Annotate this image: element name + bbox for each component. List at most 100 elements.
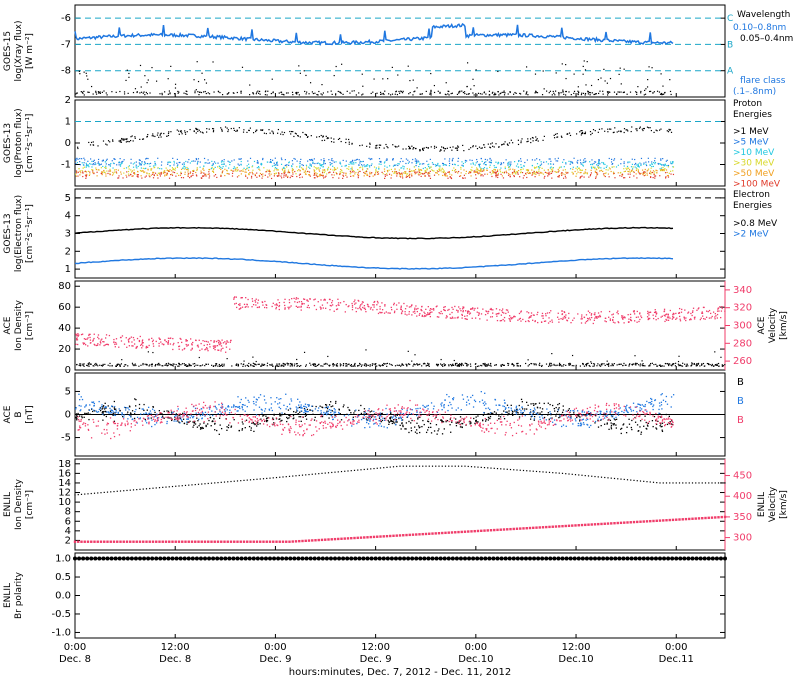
ace-density-point xyxy=(309,362,311,364)
ace-velocity-point xyxy=(130,336,133,338)
xray-short-point xyxy=(450,92,452,95)
ace-density-point xyxy=(140,364,142,366)
proton-point xyxy=(361,161,363,163)
ace-b-point xyxy=(88,418,90,421)
ace-density-point xyxy=(120,363,123,365)
ace-velocity-point xyxy=(520,320,522,322)
xray-short-point xyxy=(297,91,299,94)
proton-point xyxy=(167,134,170,137)
proton-point xyxy=(125,167,128,169)
proton-point xyxy=(97,162,99,164)
ace-density-point xyxy=(328,364,330,366)
ace-velocity-point xyxy=(89,342,92,344)
ace-velocity-point xyxy=(325,307,327,309)
proton-point xyxy=(527,169,530,171)
xray-short-point xyxy=(140,86,142,88)
proton-point xyxy=(470,147,472,149)
proton-point xyxy=(277,128,280,131)
xray-short-point xyxy=(330,90,332,92)
proton-point xyxy=(485,164,487,166)
proton-point xyxy=(181,133,183,135)
proton-point xyxy=(192,174,194,177)
proton-point xyxy=(328,159,330,161)
ace-velocity-point xyxy=(639,312,641,314)
ace-density-point xyxy=(359,362,361,365)
proton-point xyxy=(540,172,542,174)
proton-point xyxy=(113,158,115,160)
proton-point xyxy=(85,174,88,177)
proton-point xyxy=(500,163,503,165)
ace-velocity-point xyxy=(633,311,635,313)
ace-velocity-point xyxy=(428,312,431,315)
ace-velocity-point xyxy=(343,300,345,303)
ace-density-point xyxy=(101,365,104,367)
xray-short-point xyxy=(316,93,318,96)
xray-short-point xyxy=(106,94,108,96)
xray-short-point xyxy=(659,93,662,95)
proton-point xyxy=(646,174,649,176)
proton-point xyxy=(581,169,584,171)
ace-velocity-point xyxy=(331,304,334,306)
ace-density-point xyxy=(673,363,675,365)
ace-velocity-point xyxy=(583,316,586,319)
ace-density-point xyxy=(606,360,608,362)
proton-point xyxy=(529,172,531,174)
proton-point xyxy=(519,172,522,174)
proton-point xyxy=(556,136,559,138)
proton-point xyxy=(188,177,191,179)
ace-b-point xyxy=(202,427,204,429)
ace-velocity-point xyxy=(648,317,651,320)
xray-short-point xyxy=(640,90,642,93)
ace-b-point xyxy=(256,425,258,427)
proton-point xyxy=(383,147,385,149)
ace-b-point xyxy=(76,418,78,420)
proton-point xyxy=(509,166,511,168)
ace-velocity-point xyxy=(329,309,331,311)
ace-density-point xyxy=(260,365,262,367)
ace-b-point xyxy=(612,423,614,425)
ace-velocity-point xyxy=(688,319,691,321)
proton-point xyxy=(130,139,132,142)
ace-density-point xyxy=(247,364,249,367)
proton-point xyxy=(557,157,559,159)
proton-point xyxy=(519,176,521,178)
ace-density-point xyxy=(261,364,263,366)
proton-point xyxy=(457,146,460,148)
proton-point xyxy=(85,171,88,173)
proton-point xyxy=(672,166,675,168)
ace-density-point xyxy=(639,365,641,367)
proton-point xyxy=(154,162,156,165)
proton-point xyxy=(87,160,89,162)
proton-point xyxy=(291,165,293,167)
proton-point xyxy=(623,161,625,163)
ace-velocity-point xyxy=(236,306,238,309)
proton-point xyxy=(575,167,577,169)
ace-density-point xyxy=(453,359,455,362)
xray-short-point xyxy=(589,91,591,94)
proton-point xyxy=(490,173,492,175)
xray-short-point xyxy=(554,94,556,96)
ace-b-point xyxy=(551,404,554,407)
proton-point xyxy=(495,174,497,176)
ace-velocity-point xyxy=(436,305,438,307)
ace-density-point xyxy=(401,364,403,366)
ace-velocity-point xyxy=(663,314,665,316)
xray-short-point xyxy=(204,90,206,93)
ace-velocity-point xyxy=(418,314,420,316)
proton-point xyxy=(398,169,401,171)
proton-point xyxy=(83,166,86,168)
proton-point xyxy=(342,177,344,179)
proton-point xyxy=(351,171,354,173)
proton-point xyxy=(100,167,102,169)
proton-point xyxy=(329,171,331,173)
proton-point xyxy=(366,174,368,176)
proton-point xyxy=(386,166,388,168)
ace-density-point xyxy=(549,362,551,364)
ace-b-point xyxy=(384,417,386,420)
proton-point xyxy=(342,174,344,176)
ace-velocity-point xyxy=(364,308,367,311)
proton-point xyxy=(384,174,386,176)
ace-density-point xyxy=(716,363,718,365)
ace-b-point xyxy=(196,417,198,419)
proton-point xyxy=(597,166,599,168)
